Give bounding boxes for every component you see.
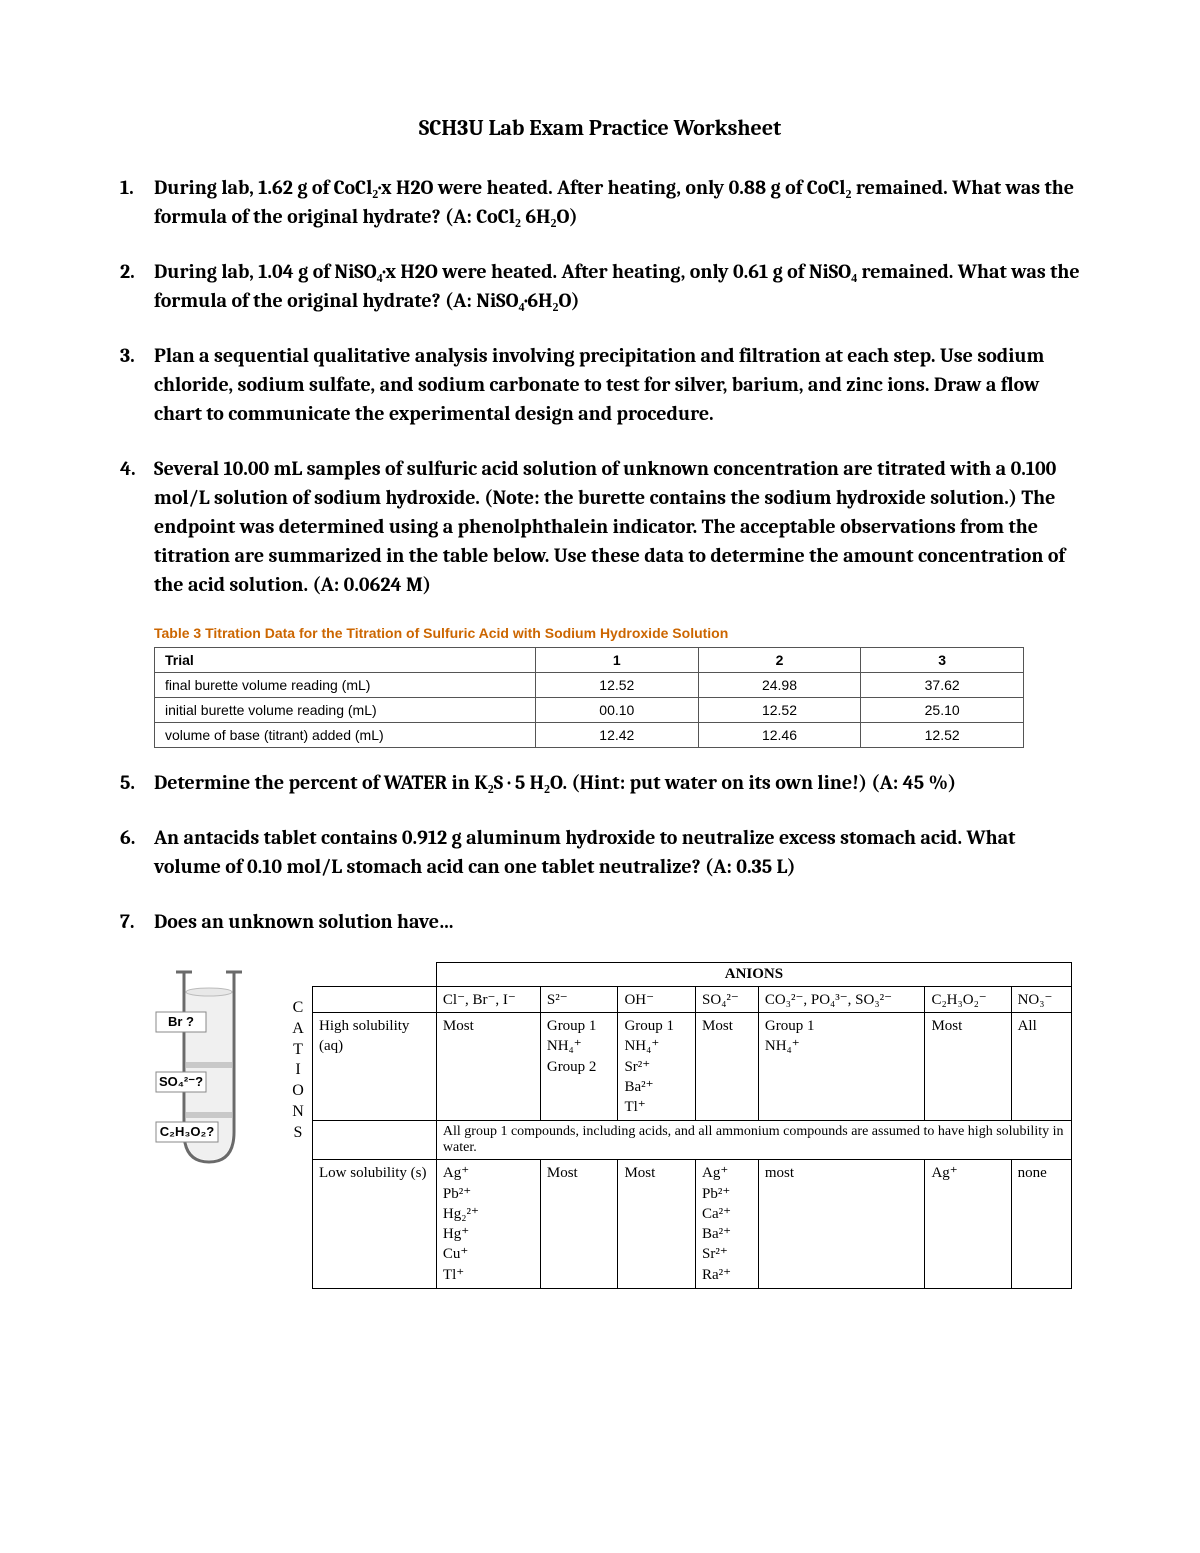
solubility-cell: Group 1NH₄⁺ <box>758 1013 925 1121</box>
worksheet-page: SCH3U Lab Exam Practice Worksheet 1. Dur… <box>0 0 1200 1553</box>
solubility-cell: Ag⁺Pb²⁺Ca²⁺Ba²⁺Sr²⁺Ra²⁺ <box>696 1160 759 1289</box>
solubility-cell: Most <box>696 1013 759 1121</box>
question-text: During lab, 1.62 g of CoCl₂·x H2O were h… <box>154 173 1080 231</box>
table-row: volume of base (titrant) added (mL) 12.4… <box>155 723 1024 748</box>
solubility-col-header <box>313 987 437 1013</box>
tube-label-bot: C₂H₃O₂? <box>160 1124 214 1139</box>
question-text: Determine the percent of WATER in K₂S · … <box>154 768 1080 797</box>
solubility-cell: Ag⁺Pb²⁺Hg₂²⁺Hg⁺Cu⁺Tl⁺ <box>436 1160 540 1289</box>
solubility-cell: Most <box>436 1013 540 1121</box>
solubility-cell: Most <box>925 1013 1011 1121</box>
solubility-cell: Ag⁺ <box>925 1160 1011 1289</box>
titration-row-label: volume of base (titrant) added (mL) <box>155 723 536 748</box>
titration-cell: 24.98 <box>698 673 861 698</box>
titration-cell: 12.46 <box>698 723 861 748</box>
solubility-col-header: SO₄²⁻ <box>696 987 759 1013</box>
solubility-col-header: S²⁻ <box>540 987 618 1013</box>
question-text: Does an unknown solution have… <box>154 907 1080 936</box>
solubility-row-label: Low solubility (s) <box>313 1160 437 1289</box>
test-tube-diagram: Br ? SO₄²⁻? C₂H₃O₂? <box>154 962 284 1186</box>
solubility-cell: most <box>758 1160 925 1289</box>
question-7-layout: Br ? SO₄²⁻? C₂H₃O₂? CATIONS ANIONS Cl⁻, … <box>154 962 1080 1289</box>
cations-vertical-label: CATIONS <box>284 998 312 1144</box>
titration-cell: 12.52 <box>536 673 699 698</box>
tube-label-mid: SO₄²⁻? <box>159 1074 203 1089</box>
titration-row-label: final burette volume reading (mL) <box>155 673 536 698</box>
table-row: Low solubility (s) Ag⁺Pb²⁺Hg₂²⁺Hg⁺Cu⁺Tl⁺… <box>313 1160 1072 1289</box>
solubility-cell: Most <box>618 1160 696 1289</box>
question-text: During lab, 1.04 g of NiSO₄·x H2O were h… <box>154 257 1080 315</box>
tube-label-top: Br ? <box>168 1014 194 1029</box>
solubility-col-header: CO₃²⁻, PO₄³⁻, SO₃²⁻ <box>758 987 925 1013</box>
question-number: 3. <box>120 341 154 428</box>
page-title: SCH3U Lab Exam Practice Worksheet <box>120 115 1080 141</box>
titration-cell: 37.62 <box>861 673 1024 698</box>
titration-header-label: Trial <box>155 648 536 673</box>
table-row: initial burette volume reading (mL) 00.1… <box>155 698 1024 723</box>
titration-row-label: initial burette volume reading (mL) <box>155 698 536 723</box>
question-number: 6. <box>120 823 154 881</box>
question-text: Plan a sequential qualitative analysis i… <box>154 341 1080 428</box>
solubility-cell: Group 1NH₄⁺Group 2 <box>540 1013 618 1121</box>
titration-cell: 12.42 <box>536 723 699 748</box>
titration-table: Trial 1 2 3 final burette volume reading… <box>154 647 1024 748</box>
solubility-cell: Group 1NH₄⁺Sr²⁺Ba²⁺Tl⁺ <box>618 1013 696 1121</box>
test-tube-icon: Br ? SO₄²⁻? C₂H₃O₂? <box>154 962 274 1182</box>
titration-table-caption: Table 3 Titration Data for the Titration… <box>154 625 1080 641</box>
question-number: 4. <box>120 454 154 599</box>
question-text: Several 10.00 mL samples of sulfuric aci… <box>154 454 1080 599</box>
solubility-note: All group 1 compounds, including acids, … <box>436 1121 1071 1160</box>
table-row: Cl⁻, Br⁻, I⁻ S²⁻ OH⁻ SO₄²⁻ CO₃²⁻, PO₄³⁻,… <box>313 987 1072 1013</box>
question-7: 7. Does an unknown solution have… <box>120 907 1080 936</box>
table-row: All group 1 compounds, including acids, … <box>313 1121 1072 1160</box>
titration-cell: 25.10 <box>861 698 1024 723</box>
question-5: 5. Determine the percent of WATER in K₂S… <box>120 768 1080 797</box>
question-text: An antacids tablet contains 0.912 g alum… <box>154 823 1080 881</box>
titration-header-col: 3 <box>861 648 1024 673</box>
anions-header: ANIONS <box>436 963 1071 987</box>
solubility-cell: All <box>1011 1013 1071 1121</box>
question-1: 1. During lab, 1.62 g of CoCl₂·x H2O wer… <box>120 173 1080 231</box>
titration-cell: 00.10 <box>536 698 699 723</box>
titration-header-col: 1 <box>536 648 699 673</box>
question-4: 4. Several 10.00 mL samples of sulfuric … <box>120 454 1080 599</box>
titration-cell: 12.52 <box>861 723 1024 748</box>
titration-header-col: 2 <box>698 648 861 673</box>
table-row: High solubility (aq) Most Group 1NH₄⁺Gro… <box>313 1013 1072 1121</box>
solubility-col-header: C₂H₃O₂⁻ <box>925 987 1011 1013</box>
solubility-cell: Most <box>540 1160 618 1289</box>
solubility-row-label: High solubility (aq) <box>313 1013 437 1121</box>
question-number: 1. <box>120 173 154 231</box>
solubility-col-header: Cl⁻, Br⁻, I⁻ <box>436 987 540 1013</box>
question-number: 7. <box>120 907 154 936</box>
solubility-cell: none <box>1011 1160 1071 1289</box>
question-3: 3. Plan a sequential qualitative analysi… <box>120 341 1080 428</box>
table-row: final burette volume reading (mL) 12.52 … <box>155 673 1024 698</box>
question-number: 5. <box>120 768 154 797</box>
question-number: 2. <box>120 257 154 315</box>
titration-cell: 12.52 <box>698 698 861 723</box>
solubility-table: ANIONS Cl⁻, Br⁻, I⁻ S²⁻ OH⁻ SO₄²⁻ CO₃²⁻,… <box>312 962 1072 1289</box>
question-2: 2. During lab, 1.04 g of NiSO₄·x H2O wer… <box>120 257 1080 315</box>
solubility-col-header: NO₃⁻ <box>1011 987 1071 1013</box>
solubility-col-header: OH⁻ <box>618 987 696 1013</box>
question-6: 6. An antacids tablet contains 0.912 g a… <box>120 823 1080 881</box>
